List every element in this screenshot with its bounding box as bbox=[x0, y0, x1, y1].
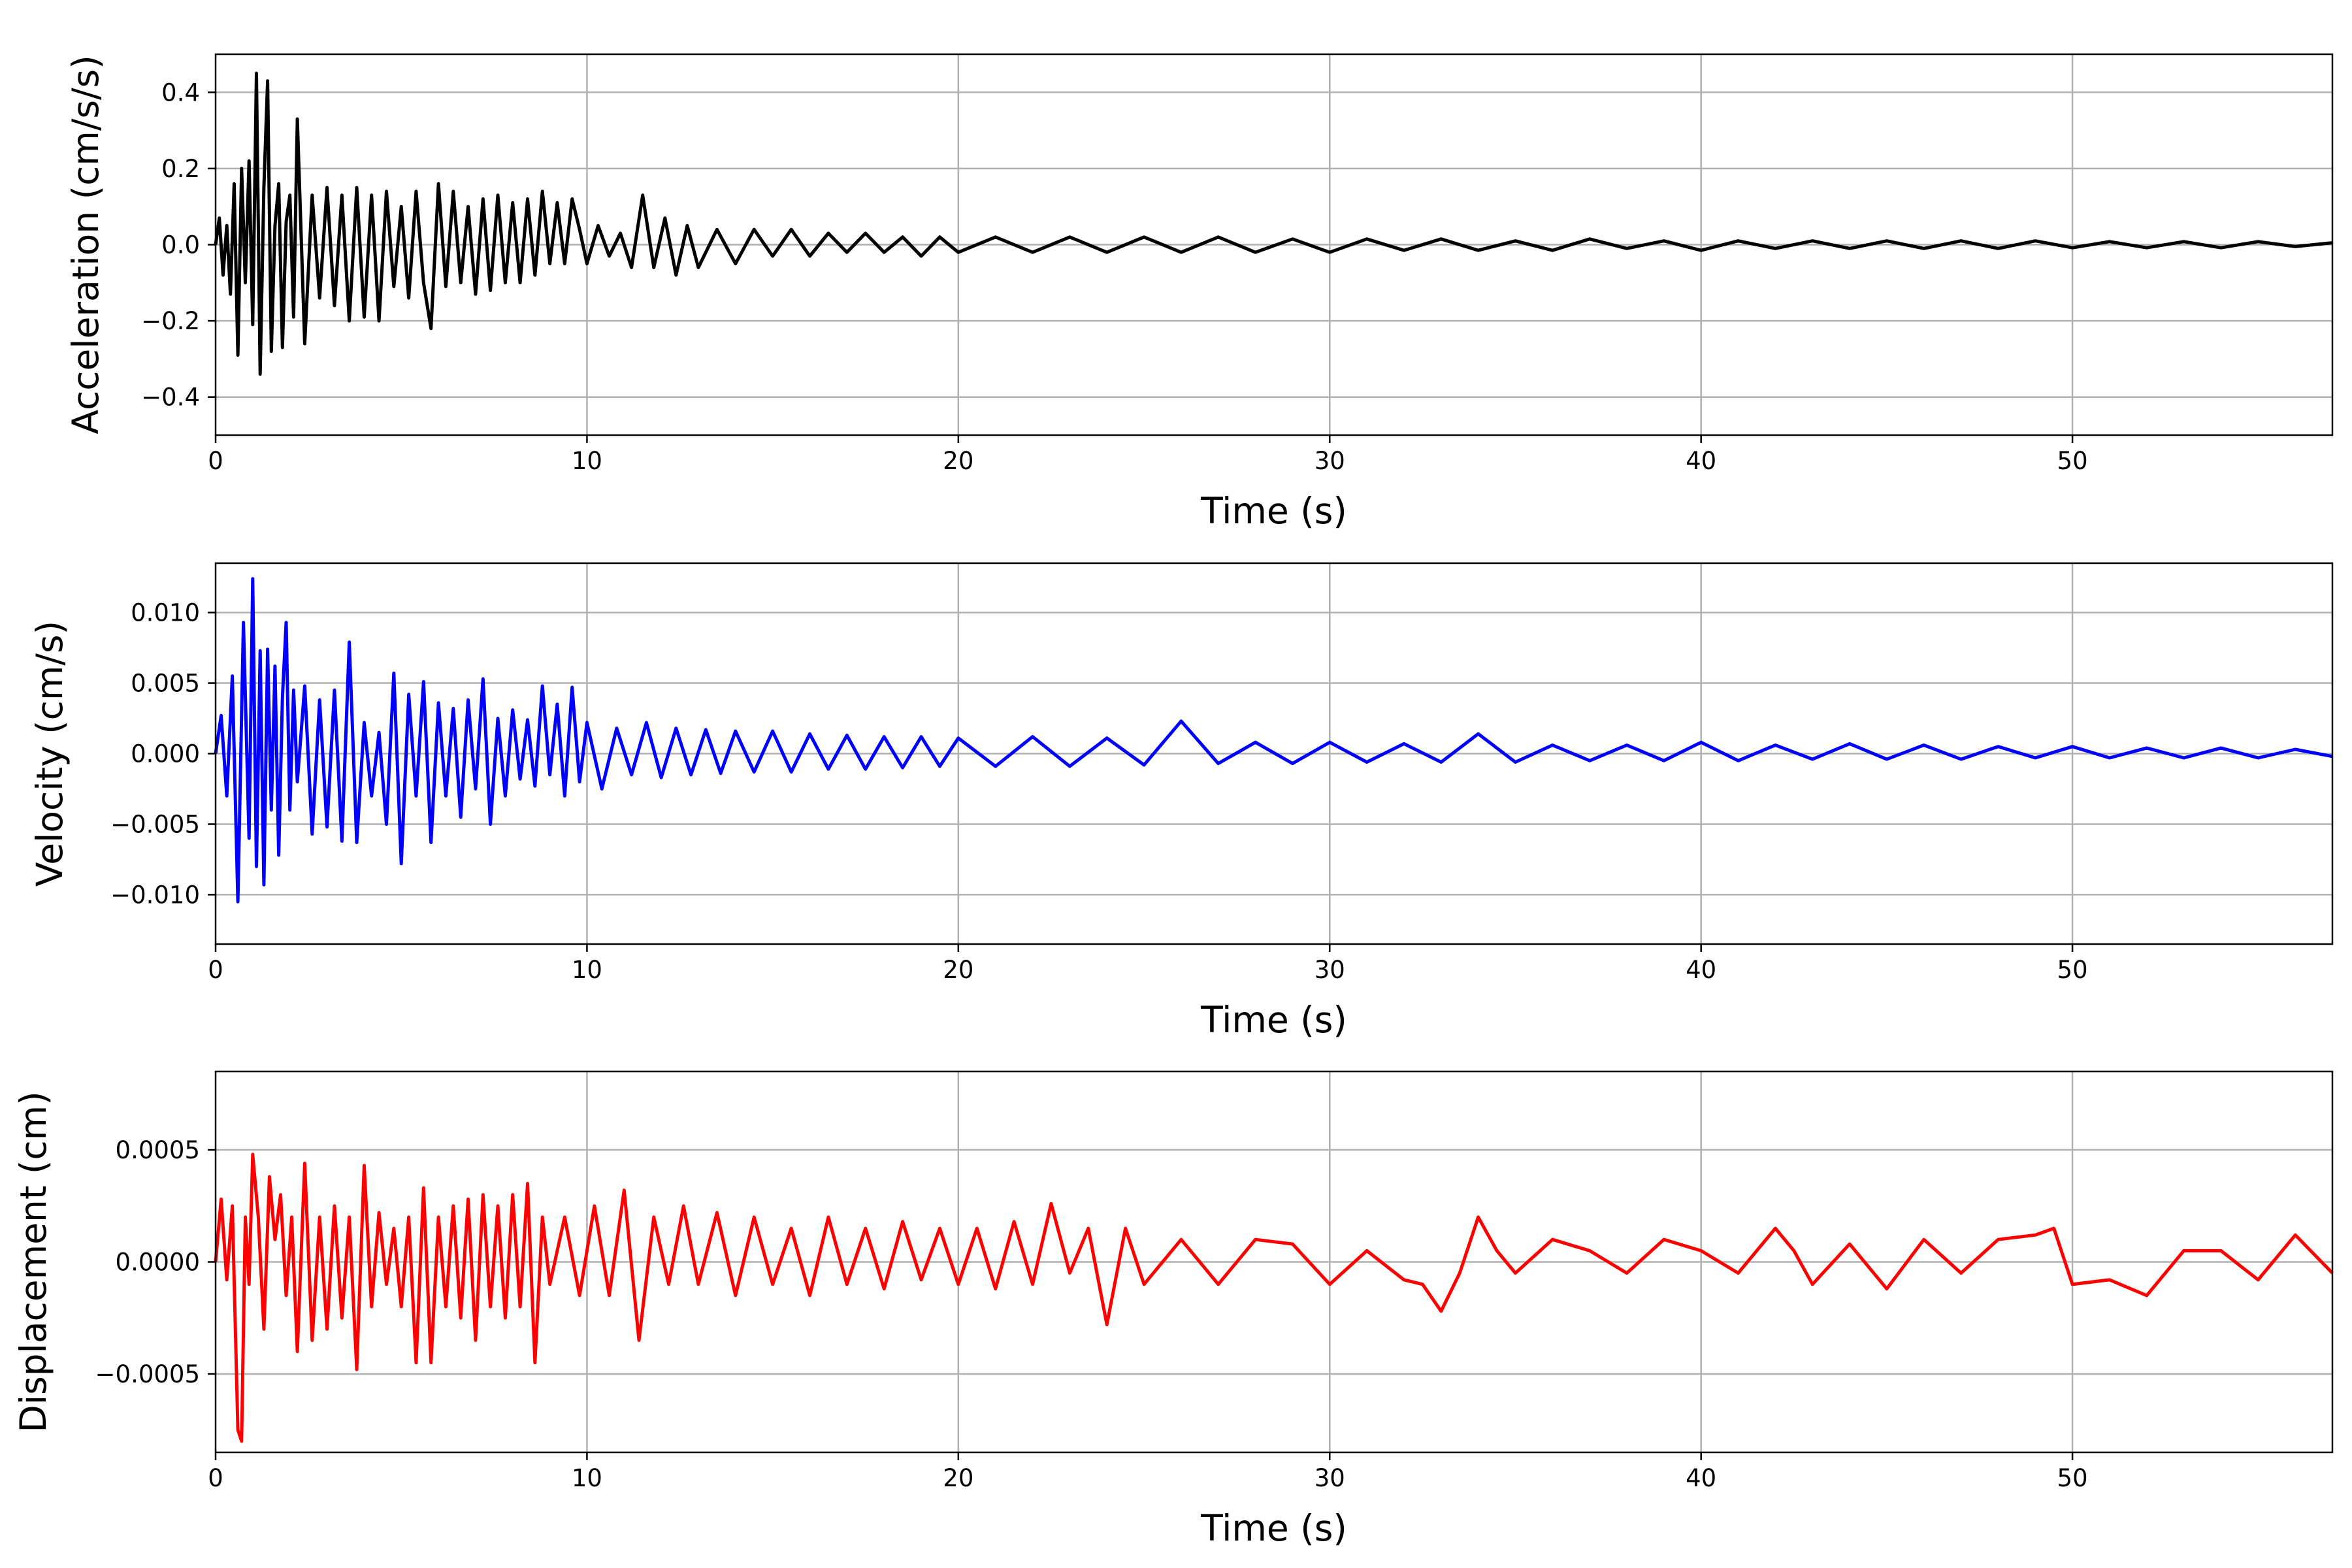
acceleration-y-ticks: −0.4 −0.2 0.0 0.2 0.4 bbox=[141, 78, 216, 412]
velocity-xtick-label: 0 bbox=[208, 956, 223, 984]
acceleration-xtick-label: 10 bbox=[572, 447, 602, 475]
displacement-xtick-label: 30 bbox=[1315, 1464, 1345, 1492]
acceleration-y-axis-label: Acceleration (cm/s/s) bbox=[65, 55, 106, 434]
velocity-series-line bbox=[214, 577, 2333, 904]
acceleration-xtick-label: 0 bbox=[208, 447, 223, 475]
acceleration-x-axis-label: Time (s) bbox=[1200, 490, 1347, 532]
displacement-y-axis-label: Displacement (cm) bbox=[12, 1091, 54, 1432]
velocity-ytick-label: 0.000 bbox=[131, 740, 200, 768]
acceleration-ytick-label: −0.4 bbox=[141, 384, 200, 412]
acceleration-ytick-label: 0.2 bbox=[161, 155, 200, 183]
velocity-ytick-label: −0.010 bbox=[110, 881, 200, 909]
displacement-ytick-label: −0.0005 bbox=[95, 1360, 200, 1388]
acceleration-xtick-label: 50 bbox=[2057, 447, 2088, 475]
acceleration-ytick-label: 0.0 bbox=[161, 231, 200, 259]
velocity-xtick-label: 50 bbox=[2057, 956, 2088, 984]
displacement-ytick-label: 0.0000 bbox=[116, 1249, 200, 1277]
displacement-grid bbox=[216, 1071, 2332, 1452]
displacement-x-ticks: 0 10 20 30 40 50 bbox=[208, 1452, 2088, 1492]
displacement-y-ticks: −0.0005 0.0000 0.0005 bbox=[95, 1136, 216, 1388]
acceleration-series-line bbox=[214, 71, 2333, 376]
velocity-xtick-label: 20 bbox=[943, 956, 973, 984]
velocity-xtick-label: 30 bbox=[1315, 956, 1345, 984]
velocity-xtick-label: 10 bbox=[572, 956, 602, 984]
velocity-chart: 0 10 20 30 40 50 −0.010−0.0050.0000.0050.010 … bbox=[29, 562, 2334, 1041]
velocity-ytick-label: 0.010 bbox=[131, 599, 200, 627]
displacement-xtick-label: 10 bbox=[572, 1464, 602, 1492]
acceleration-xtick-label: 30 bbox=[1315, 447, 1345, 475]
acceleration-ytick-label: −0.2 bbox=[141, 307, 200, 335]
displacement-series-line bbox=[214, 1152, 2334, 1443]
velocity-y-ticks: −0.010 −0.005 0.000 0.005 0.010 bbox=[110, 599, 216, 909]
acceleration-xtick-label: 40 bbox=[1686, 447, 1716, 475]
acceleration-x-ticks: 0 10 20 30 40 50 bbox=[208, 435, 2088, 475]
displacement-xtick-label: 20 bbox=[943, 1464, 973, 1492]
acceleration-ytick-label: 0.4 bbox=[161, 78, 200, 106]
acceleration-chart: 0 10 20 30 40 50 −0.4 −0.2 0.0 0.2 0.4 Time (s) A… bbox=[65, 53, 2334, 532]
displacement-ytick-label: 0.0005 bbox=[116, 1136, 200, 1164]
velocity-xtick-label: 40 bbox=[1686, 956, 1716, 984]
displacement-xtick-label: 40 bbox=[1686, 1464, 1716, 1492]
velocity-x-axis-label: Time (s) bbox=[1200, 999, 1347, 1041]
velocity-x-ticks: 0 10 20 30 40 50 bbox=[208, 944, 2088, 984]
displacement-chart: 0 10 20 30 40 50 −0.0005 0.0000 0.0005 Time (s)… bbox=[12, 1070, 2334, 1549]
velocity-ytick-label: 0.005 bbox=[131, 670, 200, 698]
displacement-xtick-label: 0 bbox=[208, 1464, 223, 1492]
displacement-xtick-label: 50 bbox=[2057, 1464, 2088, 1492]
velocity-ytick-label: −0.005 bbox=[110, 810, 200, 838]
acceleration-xtick-label: 20 bbox=[943, 447, 973, 475]
velocity-y-axis-label: Velocity (cm/s) bbox=[29, 621, 71, 887]
displacement-x-axis-label: Time (s) bbox=[1200, 1507, 1347, 1549]
